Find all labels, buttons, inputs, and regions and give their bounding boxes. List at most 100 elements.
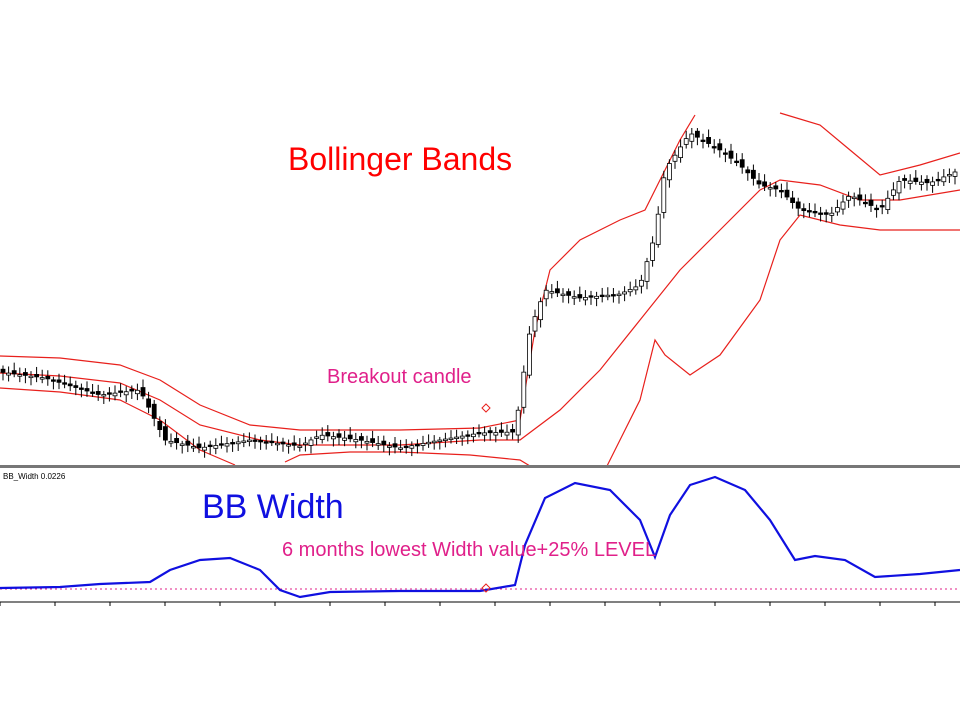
- candle-body: [952, 171, 958, 177]
- candle-body: [409, 445, 415, 449]
- candle-body: [107, 392, 112, 395]
- candle-body: [459, 435, 465, 439]
- upper-band: [0, 114, 696, 431]
- candle-body: [314, 436, 320, 439]
- candle-body: [347, 434, 353, 440]
- candle-body: [655, 213, 661, 245]
- candle-body: [442, 438, 448, 441]
- candle-body: [924, 178, 930, 184]
- candle-body: [498, 429, 504, 433]
- candles: [0, 127, 958, 458]
- candle-body: [403, 445, 409, 449]
- bb-width-line: [0, 475, 960, 599]
- candle-body: [330, 436, 336, 440]
- candle-body: [73, 385, 79, 388]
- candle-body: [269, 440, 275, 444]
- candle-body: [577, 294, 583, 299]
- indicator-panel: BB_Width 0.0226 BB Width 6 months lowest…: [0, 472, 960, 599]
- candle-body: [851, 196, 857, 200]
- candle-body: [566, 291, 571, 296]
- candle-body: [140, 387, 146, 397]
- candle-body: [857, 194, 863, 201]
- candle-body: [258, 440, 264, 443]
- candle-body: [375, 443, 381, 446]
- annotation: 6 months lowest Width value+25% LEVEL: [282, 539, 656, 561]
- candle-body: [611, 294, 616, 297]
- candle-body: [504, 431, 510, 436]
- candle-body: [661, 177, 667, 213]
- candle-body: [381, 440, 387, 446]
- candle-body: [599, 294, 605, 298]
- candle-body: [678, 146, 683, 158]
- panel-title: BB Width: [202, 488, 344, 526]
- candle-body: [767, 187, 773, 190]
- candle-body: [879, 205, 885, 208]
- candle-body: [319, 434, 325, 440]
- candle-body: [482, 432, 488, 436]
- candle-body: [571, 296, 577, 299]
- price-panel: Bollinger Bands Breakout candle: [0, 112, 960, 467]
- candle-body: [538, 301, 543, 321]
- candle-body: [930, 181, 935, 186]
- candle-body: [146, 398, 152, 408]
- breakout-marker: [481, 403, 491, 413]
- candle-body: [633, 286, 639, 291]
- candle-body: [762, 181, 767, 187]
- candle-body: [555, 288, 560, 294]
- candle-body: [454, 436, 460, 439]
- candle-body: [79, 387, 84, 390]
- candle-body: [196, 443, 202, 449]
- candle-body: [487, 430, 493, 434]
- candle-body: [224, 443, 230, 447]
- candle-body: [935, 178, 941, 182]
- candle-body: [218, 443, 224, 446]
- candle-body: [728, 150, 734, 159]
- candle-body: [386, 445, 392, 448]
- candle-body: [151, 403, 157, 419]
- candle-body: [672, 154, 678, 162]
- candle-body: [67, 383, 73, 387]
- candle-body: [22, 372, 28, 376]
- candle-body: [17, 374, 23, 377]
- candle-body: [246, 439, 252, 442]
- candle-body: [795, 201, 801, 209]
- candle-body: [280, 441, 286, 445]
- candle-body: [583, 297, 588, 301]
- candle-body: [650, 242, 655, 261]
- candle-body: [829, 212, 835, 216]
- candle-body: [420, 442, 426, 446]
- candle-body: [874, 207, 879, 211]
- candle-body: [414, 444, 420, 447]
- candle-body: [818, 212, 823, 215]
- candle-body: [297, 445, 303, 448]
- candle-body: [627, 289, 633, 293]
- candle-body: [470, 433, 476, 438]
- candle-body: [560, 293, 566, 297]
- candle-body: [756, 180, 762, 185]
- candle-body: [398, 447, 404, 450]
- candle-body: [157, 420, 163, 431]
- candle-body: [426, 441, 432, 445]
- candle-body: [773, 185, 779, 190]
- candle-body: [162, 426, 168, 441]
- candle-body: [134, 389, 140, 395]
- candle-body: [235, 441, 241, 445]
- annotation: Breakout candle: [327, 366, 472, 388]
- candle-body: [644, 261, 650, 282]
- candle-body: [913, 177, 919, 182]
- candle-body: [84, 388, 90, 392]
- candle-body: [616, 293, 622, 297]
- candle-body: [885, 197, 891, 210]
- candle-body: [358, 436, 364, 441]
- candle-body: [465, 434, 471, 437]
- candle-body: [174, 438, 180, 444]
- candle-body: [745, 169, 751, 174]
- panel-divider: [0, 465, 960, 468]
- candle-body: [34, 374, 39, 378]
- candle-body: [723, 152, 728, 155]
- candle-body: [695, 130, 700, 138]
- candle-body: [521, 371, 527, 408]
- candle-body: [896, 181, 902, 194]
- candle-body: [891, 189, 896, 196]
